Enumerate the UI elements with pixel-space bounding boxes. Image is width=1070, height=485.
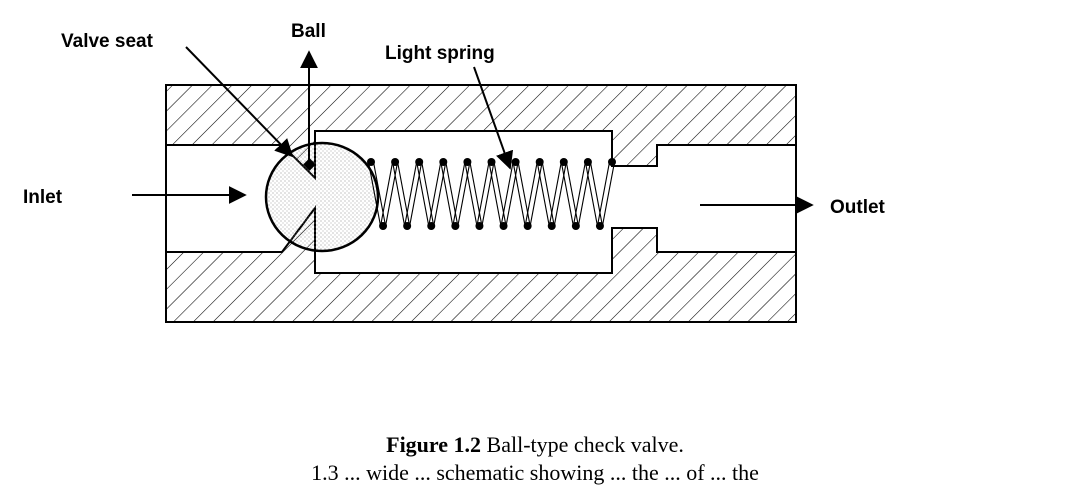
- spring-coil-top-1: [367, 158, 375, 166]
- figure-caption-text: Ball-type check valve.: [481, 432, 684, 457]
- spring-coil-bottom-10: [595, 222, 604, 230]
- spring-coil-top-11: [608, 158, 616, 166]
- spring-coil-bottom-5: [475, 222, 484, 230]
- spring-coil-bottom-2: [403, 222, 412, 230]
- spring-coil-bottom-1: [379, 222, 388, 230]
- spring-wire-2: [372, 161, 616, 227]
- check-valve-diagram: Valve seat Ball Light spring Inlet Outle…: [23, 21, 886, 323]
- spring-coil-bottom-4: [451, 222, 460, 230]
- valve-seat-label: Valve seat: [61, 31, 154, 52]
- spring-coil-top-7: [511, 158, 520, 166]
- ball-center-marker: [303, 158, 316, 171]
- spring-coil-bottom-6: [499, 222, 508, 230]
- spring-coil-top-9: [559, 158, 568, 166]
- light-spring-arrow: [473, 66, 514, 170]
- cut-off-body-text: 1.3 ... wide ... schematic showing ... t…: [311, 460, 759, 485]
- spring-coil-top-8: [535, 158, 544, 166]
- figure-number: Figure 1.2: [386, 432, 482, 457]
- ball-label: Ball: [291, 21, 326, 42]
- ball: [264, 141, 380, 253]
- outlet-label: Outlet: [830, 197, 886, 218]
- spring-wire-1: [367, 161, 611, 227]
- spring-coil-top-10: [583, 158, 592, 166]
- spring-coil-top-6: [487, 158, 496, 166]
- spring-coil-bottom-7: [523, 222, 532, 230]
- light-spring-label: Light spring: [385, 43, 495, 64]
- spring-coil-top-4: [439, 158, 448, 166]
- spring-coil-bottom-9: [571, 222, 580, 230]
- light-spring: [367, 158, 616, 230]
- spring-coil-top-5: [463, 158, 472, 166]
- spring-coil-bottom-8: [547, 222, 556, 230]
- valve-seat-arrow: [185, 46, 294, 158]
- spring-coil-top-2: [391, 158, 400, 166]
- figure-caption: Figure 1.2 Ball-type check valve.: [0, 434, 1070, 456]
- spring-coil-bottom-3: [427, 222, 436, 230]
- inlet-label: Inlet: [23, 187, 63, 208]
- spring-coil-top-3: [415, 158, 424, 166]
